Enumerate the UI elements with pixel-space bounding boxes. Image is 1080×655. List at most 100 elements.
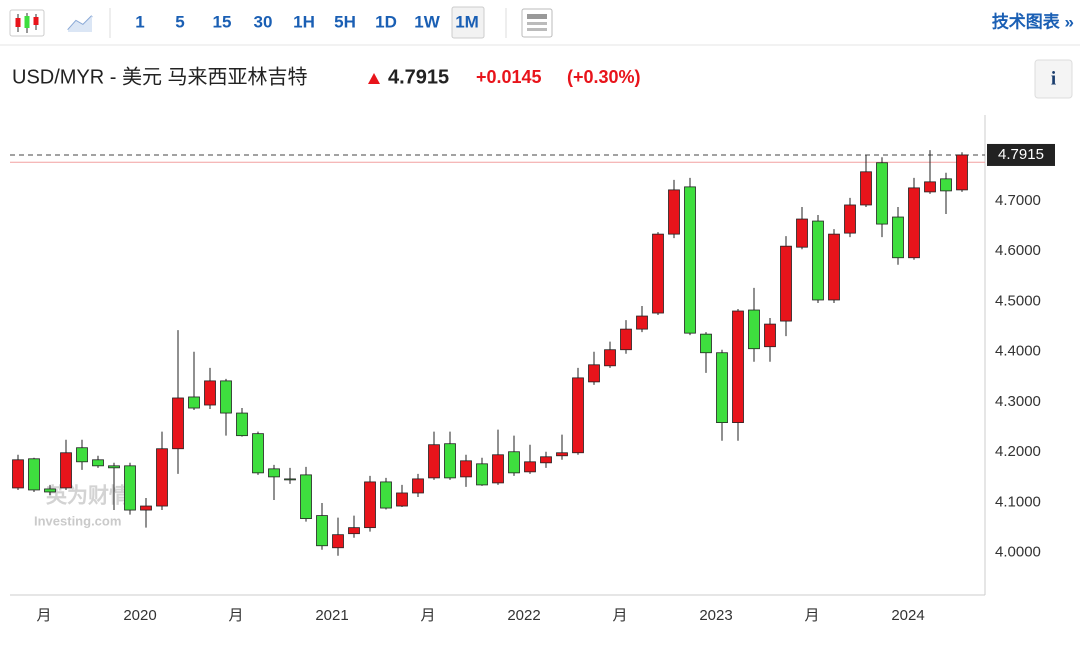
y-tick-label: 4.7000	[995, 192, 1041, 209]
candle-body	[684, 186, 696, 334]
candle-body	[764, 323, 776, 348]
interval-button[interactable]: 5	[175, 12, 184, 31]
candle-body	[444, 443, 456, 479]
candle-body	[140, 505, 152, 511]
candle-body	[92, 459, 104, 467]
info-button[interactable]	[1034, 59, 1073, 99]
candle-body	[940, 178, 952, 192]
x-tick-label: 2023	[699, 607, 732, 624]
candle-body	[748, 309, 760, 350]
candle-body	[556, 452, 568, 457]
candle-body	[348, 527, 360, 535]
candle-body	[332, 534, 344, 549]
candle-body	[316, 515, 328, 547]
candle-body	[28, 458, 40, 491]
candle-body	[236, 412, 248, 437]
x-tick-label: 月	[36, 607, 51, 624]
candle-body	[908, 187, 920, 259]
y-tick-label: 4.0000	[995, 544, 1041, 561]
candle-body	[76, 447, 88, 463]
x-tick-label: 2024	[891, 607, 924, 624]
x-tick-label: 2022	[507, 607, 540, 624]
candle-body	[204, 380, 216, 406]
candle-body	[828, 233, 840, 301]
indicator-icon[interactable]	[521, 8, 553, 38]
y-tick-label: 4.3000	[995, 393, 1041, 410]
candle-body	[604, 349, 616, 367]
x-tick-label: 2020	[123, 607, 156, 624]
line-icon[interactable]	[67, 15, 93, 32]
interval-button[interactable]: 1M	[455, 12, 479, 31]
candle-body	[396, 492, 408, 507]
candle-body	[188, 396, 200, 409]
candle-body	[12, 459, 24, 489]
y-tick-label: 4.5000	[995, 292, 1041, 309]
candle-body	[652, 233, 664, 314]
candle-body	[412, 478, 424, 494]
candle-body	[124, 465, 136, 511]
price-tag-label: 4.7915	[998, 146, 1044, 163]
candle-body	[796, 218, 808, 248]
technical-chart-link[interactable]: 技术图表 »	[992, 11, 1074, 31]
candle-body	[732, 310, 744, 424]
candle-body	[876, 162, 888, 225]
up-arrow	[368, 73, 380, 84]
candle-body	[860, 171, 872, 206]
candle-body	[476, 463, 488, 486]
candle-body	[60, 452, 72, 489]
candle-body	[380, 481, 392, 509]
candle-body	[924, 181, 936, 193]
candle-body	[156, 448, 168, 507]
candle-body	[108, 465, 120, 469]
price-change-pct: (+0.30%)	[567, 67, 641, 87]
candle-body	[812, 220, 824, 301]
x-tick-label: 月	[612, 607, 627, 624]
x-tick-label: 月	[420, 607, 435, 624]
candle-body	[780, 245, 792, 322]
candle-body	[636, 315, 648, 330]
interval-button[interactable]: 1	[135, 12, 144, 31]
candle-body	[428, 444, 440, 479]
y-tick-label: 4.1000	[995, 493, 1041, 510]
watermark-cn: 英为财情	[46, 484, 130, 508]
candle-body	[844, 204, 856, 234]
candle-body	[44, 488, 56, 493]
interval-button[interactable]: 1D	[375, 12, 397, 31]
candle-body	[620, 328, 632, 351]
candle-body	[172, 397, 184, 450]
x-tick-label: 月	[804, 607, 819, 624]
candle-body	[364, 481, 376, 529]
active-interval-bg	[451, 6, 485, 39]
candle-body	[252, 433, 264, 474]
symbol-name: USD/MYR - 美元 马来西亚林吉特	[12, 65, 308, 88]
interval-button[interactable]: 30	[254, 12, 273, 31]
candle-body	[300, 474, 312, 520]
interval-button[interactable]: 15	[213, 12, 232, 31]
interval-button[interactable]: 5H	[334, 12, 356, 31]
candle-body	[700, 333, 712, 354]
price-change: +0.0145	[476, 67, 542, 87]
candle-icon[interactable]	[9, 9, 45, 37]
candle-body	[540, 456, 552, 464]
candle-body	[572, 377, 584, 454]
interval-button[interactable]: 1H	[293, 12, 315, 31]
info-icon[interactable]: i	[1051, 68, 1056, 89]
candle-body	[588, 364, 600, 383]
candle-body	[716, 352, 728, 424]
candle-body	[284, 478, 296, 481]
x-tick-label: 2021	[315, 607, 348, 624]
candle-body	[668, 189, 680, 235]
candle-body	[524, 461, 536, 473]
interval-button[interactable]: 1W	[414, 12, 440, 31]
y-tick-label: 4.6000	[995, 242, 1041, 259]
candle-body	[220, 380, 232, 414]
candle-body	[508, 451, 520, 474]
last-price: 4.7915	[388, 66, 449, 88]
y-tick-label: 4.2000	[995, 443, 1041, 460]
candle-body	[892, 216, 904, 259]
candle-body	[956, 154, 968, 191]
price-tag	[987, 143, 1055, 166]
x-tick-label: 月	[228, 607, 243, 624]
